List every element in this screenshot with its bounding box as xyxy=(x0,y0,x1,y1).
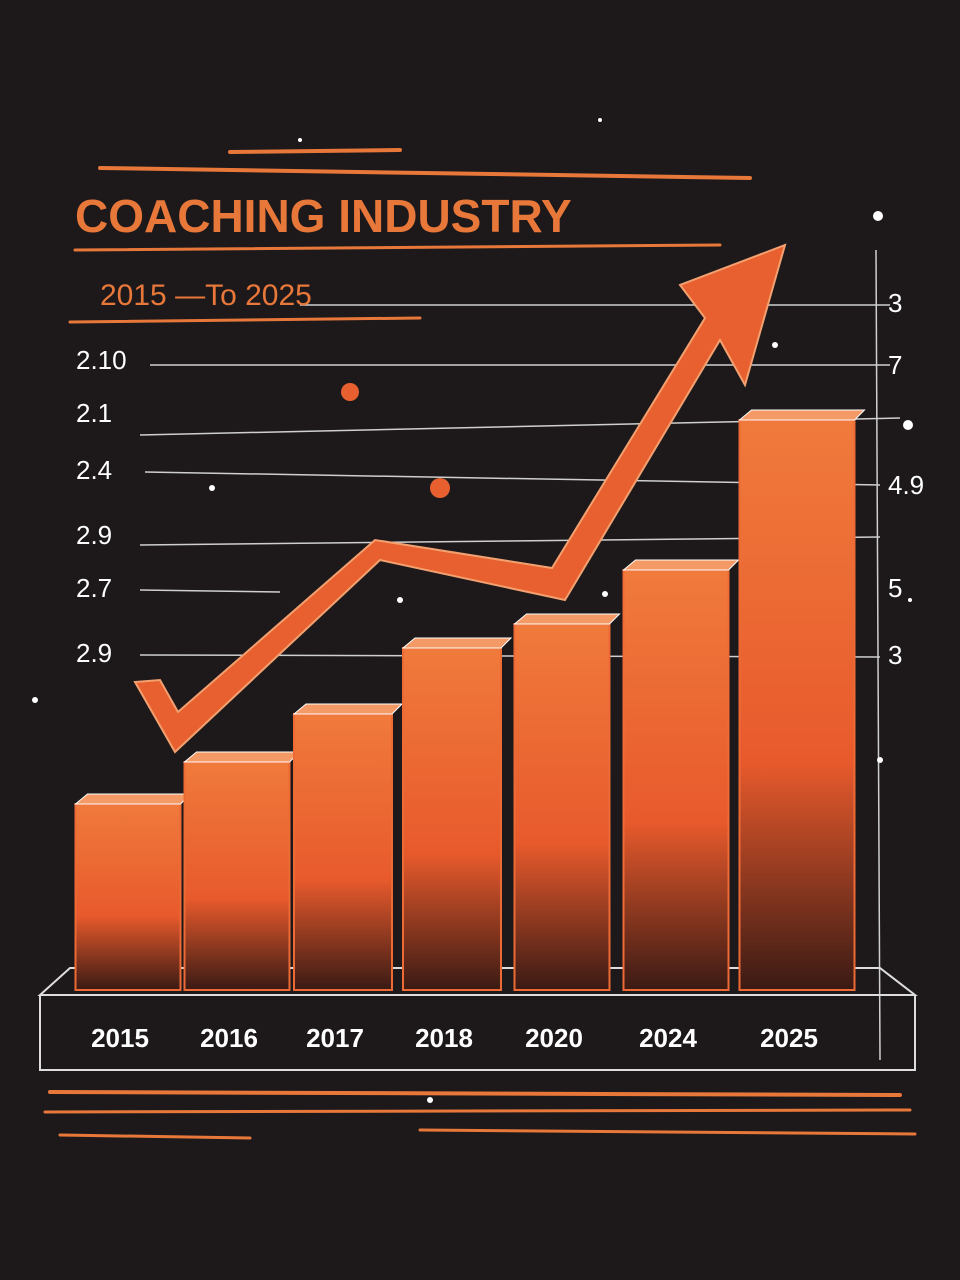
right-label: 3 xyxy=(888,288,902,318)
bar-top xyxy=(401,637,513,649)
trend-arrow xyxy=(133,243,787,754)
bar xyxy=(74,803,182,991)
bar xyxy=(513,623,611,991)
bar-top xyxy=(183,751,301,763)
bar xyxy=(183,761,291,991)
bar-top xyxy=(738,409,866,421)
right-label: 5 xyxy=(888,573,902,603)
left-label: 2.10 xyxy=(76,345,127,375)
x-tick-label: 2020 xyxy=(525,1023,583,1053)
left-label: 2.9 xyxy=(76,520,112,550)
planet xyxy=(341,383,359,401)
x-tick-label: 2025 xyxy=(760,1023,818,1053)
bar-top xyxy=(622,559,740,571)
bar xyxy=(402,647,502,991)
bar xyxy=(738,419,856,991)
x-tick-label: 2024 xyxy=(639,1023,697,1053)
bar xyxy=(622,569,730,991)
x-tick-label: 2015 xyxy=(91,1023,149,1053)
chart-subtitle: 2015 —To 2025 xyxy=(100,279,312,312)
left-label: 2.1 xyxy=(76,398,112,428)
stars xyxy=(32,118,913,1103)
x-tick-label: 2018 xyxy=(415,1023,473,1053)
left-label: 2.4 xyxy=(76,455,112,485)
left-label: 2.7 xyxy=(76,573,112,603)
x-tick-label: 2016 xyxy=(200,1023,258,1053)
bar xyxy=(293,713,393,991)
bar-top xyxy=(74,793,192,805)
bar-top xyxy=(513,613,621,625)
chart-title: COACHING INDUSTRY xyxy=(75,190,572,242)
left-label: 2.9 xyxy=(76,638,112,668)
right-label: 7 xyxy=(888,350,902,380)
right-label: 4.9 xyxy=(888,470,924,500)
bar-top xyxy=(292,703,404,715)
right-label: 3 xyxy=(888,640,902,670)
decor-strokes xyxy=(43,148,917,1140)
x-tick-label: 2017 xyxy=(306,1023,364,1053)
planet xyxy=(430,478,450,498)
